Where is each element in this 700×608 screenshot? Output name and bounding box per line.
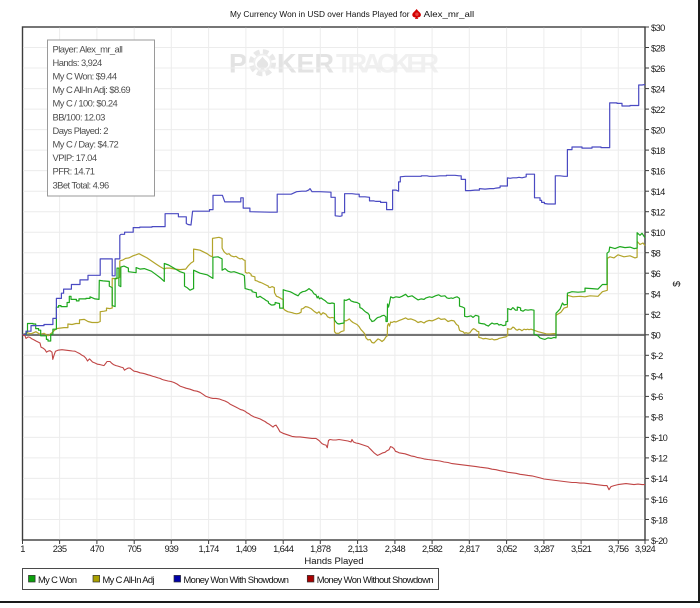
svg-text:Hands: 3,924: Hands: 3,924 bbox=[53, 57, 103, 68]
svg-text:$-20: $-20 bbox=[651, 536, 668, 546]
svg-text:$-10: $-10 bbox=[651, 433, 668, 443]
svg-text:235: 235 bbox=[53, 544, 67, 554]
svg-text:1: 1 bbox=[20, 544, 25, 554]
svg-text:My Currency Won in USD over Ha: My Currency Won in USD over Hands Played… bbox=[230, 9, 410, 19]
svg-text:1,644: 1,644 bbox=[273, 544, 294, 554]
svg-text:$6: $6 bbox=[651, 269, 661, 279]
svg-text:$28: $28 bbox=[651, 43, 665, 53]
svg-text:$-16: $-16 bbox=[651, 495, 668, 505]
svg-text:Money Won With Showdown: Money Won With Showdown bbox=[184, 575, 289, 585]
svg-text:2,817: 2,817 bbox=[459, 544, 480, 554]
svg-text:My C / Day: $4.72: My C / Day: $4.72 bbox=[53, 139, 119, 150]
svg-text:$-12: $-12 bbox=[651, 454, 668, 464]
svg-text:TRACKER: TRACKER bbox=[336, 49, 439, 79]
svg-text:2,582: 2,582 bbox=[422, 544, 443, 554]
svg-text:Days Played: 2: Days Played: 2 bbox=[53, 125, 109, 136]
svg-text:VPIP: 17.04: VPIP: 17.04 bbox=[53, 152, 97, 163]
svg-text:3Bet Total: 4.96: 3Bet Total: 4.96 bbox=[53, 179, 110, 190]
svg-text:$12: $12 bbox=[651, 208, 665, 218]
svg-text:My C Won: $9.44: My C Won: $9.44 bbox=[53, 71, 117, 82]
svg-text:3,052: 3,052 bbox=[496, 544, 517, 554]
svg-text:$4: $4 bbox=[651, 290, 661, 300]
svg-text:3,756: 3,756 bbox=[608, 544, 629, 554]
svg-text:3,521: 3,521 bbox=[571, 544, 592, 554]
svg-text:Money Won Without Showdown: Money Won Without Showdown bbox=[317, 575, 433, 585]
svg-text:1,409: 1,409 bbox=[236, 544, 257, 554]
svg-text:$18: $18 bbox=[651, 146, 665, 156]
svg-text:$0: $0 bbox=[651, 331, 661, 341]
svg-text:$-6: $-6 bbox=[651, 392, 663, 402]
svg-text:PFR: 14.71: PFR: 14.71 bbox=[53, 166, 95, 177]
svg-text:$-8: $-8 bbox=[651, 413, 663, 423]
svg-text:$10: $10 bbox=[651, 228, 665, 238]
svg-text:BB/100: 12.03: BB/100: 12.03 bbox=[53, 111, 106, 122]
svg-text:3,287: 3,287 bbox=[534, 544, 555, 554]
svg-text:My C All-In Adj: $8.69: My C All-In Adj: $8.69 bbox=[53, 84, 131, 95]
svg-text:$-4: $-4 bbox=[651, 372, 663, 382]
svg-text:Hands Played: Hands Played bbox=[304, 556, 363, 567]
svg-text:2,113: 2,113 bbox=[348, 544, 368, 554]
svg-text:Alex_mr_all: Alex_mr_all bbox=[424, 9, 475, 19]
svg-text:$: $ bbox=[671, 281, 683, 287]
svg-text:$8: $8 bbox=[651, 249, 661, 259]
svg-text:$20: $20 bbox=[651, 125, 665, 135]
svg-text:3,924: 3,924 bbox=[635, 544, 656, 554]
svg-text:$22: $22 bbox=[651, 105, 665, 115]
svg-text:$16: $16 bbox=[651, 166, 665, 176]
svg-text:$30: $30 bbox=[651, 23, 665, 33]
svg-text:$26: $26 bbox=[651, 64, 665, 74]
svg-text:$14: $14 bbox=[651, 187, 665, 197]
svg-text:1,174: 1,174 bbox=[198, 544, 219, 554]
svg-text:$-14: $-14 bbox=[651, 474, 668, 484]
svg-text:$-18: $-18 bbox=[651, 515, 668, 525]
svg-text:$2: $2 bbox=[651, 310, 661, 320]
svg-text:My C All-In Adj: My C All-In Adj bbox=[103, 575, 155, 585]
svg-text:My C Won: My C Won bbox=[38, 575, 77, 585]
svg-text:939: 939 bbox=[164, 544, 178, 554]
svg-text:1,878: 1,878 bbox=[310, 544, 331, 554]
svg-text:470: 470 bbox=[90, 544, 104, 554]
svg-text:$24: $24 bbox=[651, 84, 665, 94]
svg-text:KER: KER bbox=[277, 49, 334, 79]
svg-text:705: 705 bbox=[127, 544, 141, 554]
svg-text:$-2: $-2 bbox=[651, 351, 663, 361]
svg-text:2,348: 2,348 bbox=[385, 544, 406, 554]
svg-text:Player: Alex_mr_all: Player: Alex_mr_all bbox=[53, 43, 123, 54]
svg-text:P: P bbox=[229, 49, 247, 79]
svg-text:My C / 100: $0.24: My C / 100: $0.24 bbox=[53, 98, 118, 109]
